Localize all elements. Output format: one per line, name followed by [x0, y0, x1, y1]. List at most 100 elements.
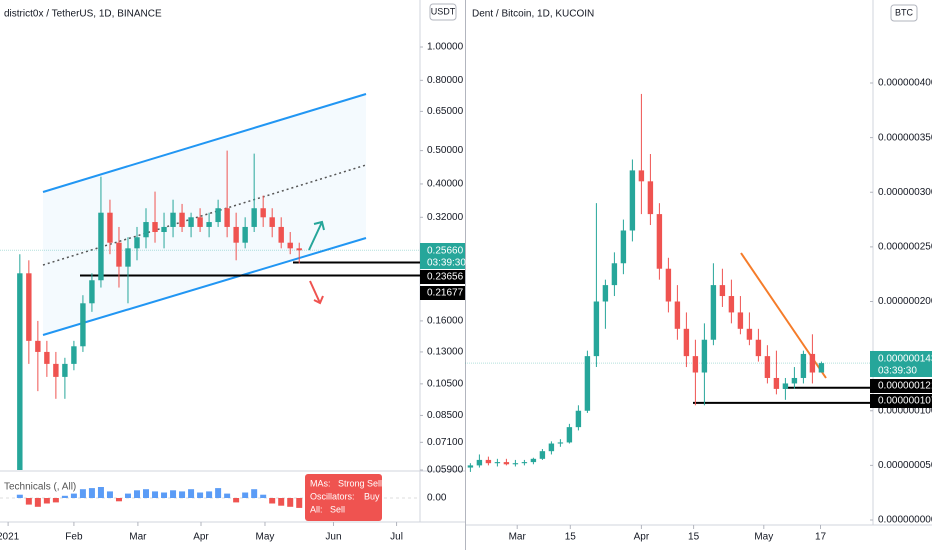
x-tick-label: Jun [325, 532, 341, 543]
candle-body [755, 339, 762, 357]
technicals-bar [188, 489, 195, 498]
y-tick-label: 0.0000001000 [878, 405, 932, 416]
technicals-bar [287, 498, 294, 507]
candle-body [593, 301, 600, 357]
level-label: 0.21677 [427, 288, 464, 299]
channel-middle [42, 164, 367, 266]
technicals-bar [215, 488, 222, 498]
technicals-bar [115, 498, 122, 502]
y-tick-label: 0.08500 [427, 410, 464, 421]
candle-body [71, 346, 77, 364]
candle-body [116, 242, 122, 267]
technicals-summary: Sell [330, 504, 345, 514]
y-tick-label: 0.65000 [427, 106, 464, 117]
currency-badge [890, 4, 918, 22]
candle-body [719, 285, 726, 297]
x-tick-label: May [754, 532, 773, 543]
candle-body [17, 273, 23, 470]
level-box [870, 394, 932, 408]
technicals-bar [206, 491, 213, 498]
candle-body [206, 222, 212, 227]
technicals-bar [233, 498, 240, 503]
last-price-label: 0.0000001436 [878, 354, 932, 365]
technicals-bar [296, 498, 303, 508]
candle-body [566, 427, 573, 443]
x-tick-label: Feb [65, 532, 83, 543]
candle-body [791, 377, 798, 384]
technicals-summary-box [305, 474, 382, 521]
technicals-bar [25, 498, 32, 505]
technicals-bar [260, 494, 267, 498]
technicals-bar [61, 495, 68, 498]
candle-body [80, 303, 86, 347]
technicals-summary: MAs: [310, 478, 331, 488]
y-tick-label: 0.16000 [427, 316, 464, 327]
y-tick-label: 0.0000003000 [878, 187, 932, 198]
candle-body [260, 208, 266, 218]
candle-body [494, 462, 501, 464]
technicals-bar [124, 493, 131, 498]
technicals-summary: Oscillators: [310, 491, 355, 501]
technicals-bar [52, 498, 59, 503]
technicals-bar [97, 487, 104, 498]
y-tick-label: 0.05900 [427, 465, 464, 476]
down-arrow [309, 280, 324, 305]
technicals-bar [161, 492, 168, 498]
y-tick-label: 0.00 [427, 493, 447, 504]
candle-body [647, 181, 654, 215]
candle-body [287, 242, 293, 249]
technicals-summary: Buy [364, 491, 380, 501]
level-box [420, 270, 465, 284]
up-arrow [308, 220, 325, 251]
candle-body [674, 301, 681, 329]
candle-body [809, 353, 816, 373]
x-tick-label: May [256, 532, 275, 543]
chart-layer: 1.00000 0.80000 0.65000 0.50000 0.40000 0.320… [0, 3, 932, 543]
candle-body [539, 451, 546, 459]
technicals-bar [143, 489, 150, 498]
candle-body [242, 226, 248, 243]
candle-body [773, 377, 780, 389]
candle-body [728, 296, 735, 313]
technicals-bar [269, 498, 276, 504]
currency-badge [429, 3, 457, 21]
candle-body [602, 285, 609, 302]
technicals-bar [70, 493, 77, 498]
candle-body [107, 212, 113, 243]
candle-body [512, 463, 519, 465]
candle-body [665, 268, 672, 302]
currency-label: BTC [895, 7, 914, 17]
level-box [420, 286, 465, 300]
candle-body [818, 363, 825, 373]
y-tick-label: 0.0000003500 [878, 132, 932, 143]
candle-body [692, 356, 699, 373]
y-tick-label: 0.13000 [427, 347, 464, 358]
candle-body [170, 212, 176, 227]
technicals-summary: All: [310, 504, 323, 514]
y-tick-label: 0.40000 [427, 179, 464, 190]
candle-body [44, 351, 50, 364]
technicals-title: Technicals (, All) [4, 482, 76, 493]
candle-body [269, 217, 275, 227]
technicals-bar [179, 491, 186, 498]
candle-body [575, 410, 582, 428]
technicals-bar [242, 492, 249, 498]
candle-body [620, 230, 627, 264]
candle-body [521, 462, 528, 464]
last-price-box [420, 243, 465, 269]
x-tick-label: Jul [390, 532, 403, 543]
candle-body [656, 214, 663, 269]
candle-body [548, 443, 555, 452]
y-tick-label: 0.32000 [427, 212, 464, 223]
channel-lower [42, 237, 367, 336]
candle-body [98, 212, 104, 281]
candle-body [800, 353, 807, 378]
candle-body [629, 170, 636, 231]
x-tick-label: 17 [815, 532, 827, 543]
y-tick-label: 0.10500 [427, 378, 464, 389]
candle-body [251, 208, 257, 227]
candle-body [557, 442, 564, 444]
technicals-bar [133, 490, 140, 498]
candle-body [278, 226, 284, 243]
